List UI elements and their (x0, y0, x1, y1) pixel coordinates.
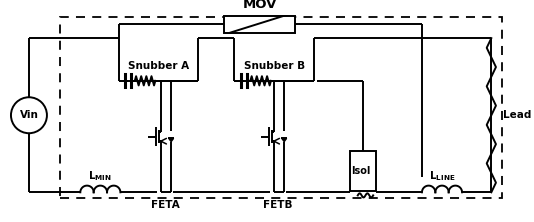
Text: FETA: FETA (151, 200, 179, 210)
Text: FETB: FETB (263, 200, 293, 210)
Polygon shape (282, 138, 287, 142)
Polygon shape (350, 151, 376, 191)
Text: MOV: MOV (242, 0, 277, 11)
Text: $\mathbf{L_{LINE}}$: $\mathbf{L_{LINE}}$ (429, 169, 456, 183)
Polygon shape (169, 138, 174, 142)
Text: Vin: Vin (20, 110, 38, 120)
Text: $\mathbf{L_{MIN}}$: $\mathbf{L_{MIN}}$ (88, 169, 112, 183)
Circle shape (11, 97, 47, 133)
Text: Lead: Lead (502, 110, 531, 120)
Polygon shape (224, 16, 295, 32)
Text: Snubber B: Snubber B (244, 61, 305, 71)
Text: Snubber A: Snubber A (128, 61, 189, 71)
Text: Isol: Isol (351, 166, 371, 176)
